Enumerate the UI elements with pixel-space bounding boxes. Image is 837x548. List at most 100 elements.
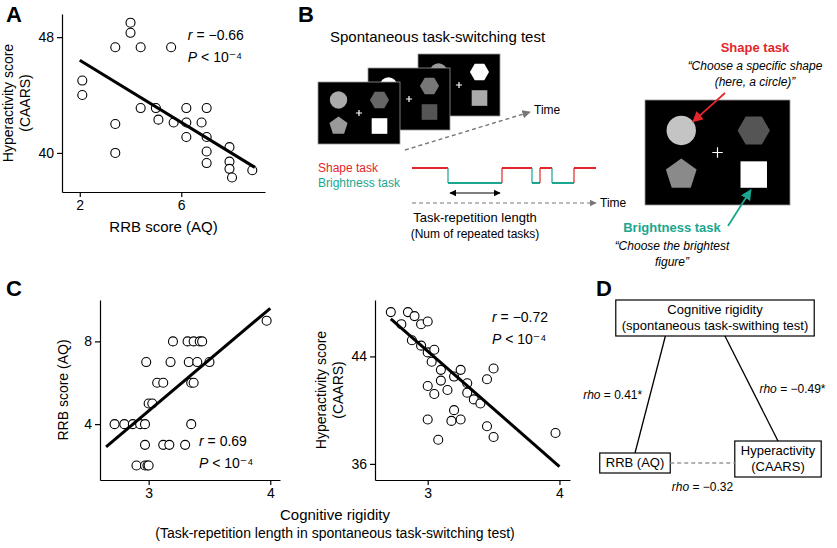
hexagon-shape <box>470 64 489 81</box>
tick-label: 48 <box>38 29 54 45</box>
brightness-task-label: Brightness task <box>318 176 401 190</box>
annotation: P < 10⁻⁴ <box>199 455 253 471</box>
text-part: = −0.72 <box>497 309 549 325</box>
text-part: = −0.49* <box>777 382 826 396</box>
data-point <box>202 147 211 156</box>
edge-label: rho = 0.41* <box>583 388 642 402</box>
data-point <box>126 28 135 37</box>
shape-task-label: Shape task <box>318 161 379 175</box>
task-segment <box>540 167 552 169</box>
diagram-node: Hyperactivity(CAARS) <box>735 441 821 477</box>
data-point <box>111 119 120 128</box>
x-axis-title: RRB score (AQ) <box>109 218 217 235</box>
fit-line <box>391 319 560 467</box>
annotation: P < 10⁻⁴ <box>492 331 546 347</box>
x-axis-line <box>101 480 281 481</box>
data-point <box>482 422 491 431</box>
tick: 4 <box>556 480 564 501</box>
data-point <box>423 415 432 424</box>
node-box <box>600 453 671 473</box>
annotation: r = −0.66 <box>188 27 244 43</box>
task-switching-panel: BSpontaneous task-switching testTimeShap… <box>298 2 823 269</box>
tick-mark <box>370 356 375 357</box>
tick-mark <box>370 464 375 465</box>
data-point <box>144 461 153 470</box>
y-axis-line <box>100 301 101 481</box>
square-shape <box>741 161 767 187</box>
text-part: < 10⁻⁴ <box>501 331 546 347</box>
task-switch <box>447 168 448 183</box>
square-shape <box>372 118 388 134</box>
y-axis-line <box>62 15 63 193</box>
measure-label: Task-repetition length <box>413 210 537 225</box>
shape-task-title: Shape task <box>721 40 790 55</box>
task-segment <box>574 167 596 169</box>
brightness-task-title: Brightness task <box>623 220 721 235</box>
correlation-panel: DCognitive rigidity(spontaneous task-swi… <box>583 276 826 494</box>
time-arrow <box>405 112 530 150</box>
y-axis: 3644 <box>351 301 375 481</box>
data-point <box>141 440 150 449</box>
x-axis-title: (Task-repetition length in spontaneous t… <box>155 525 515 541</box>
x-axis: 34 <box>101 480 281 501</box>
node-label: (CAARS) <box>751 459 804 474</box>
edge-label: rho = −0.32 <box>672 480 734 494</box>
tick-label: 8 <box>84 333 92 349</box>
fixation-cross <box>456 82 462 88</box>
data-point <box>430 390 439 399</box>
brightness-task-arrow <box>728 190 751 226</box>
tick-label: 3 <box>424 485 432 501</box>
data-point <box>423 317 432 326</box>
data-point <box>141 420 150 429</box>
y-axis-title: (CAARS) <box>17 74 33 132</box>
hexagon-shape <box>420 78 439 95</box>
panel-letter: B <box>298 2 314 27</box>
data-point <box>189 378 198 387</box>
square-shape <box>422 104 438 120</box>
edge-label: rho = −0.49* <box>759 382 825 396</box>
data-point <box>228 173 237 182</box>
brightness-instruction: “Choose the brightest <box>615 239 730 253</box>
y-axis: 40 48 <box>38 15 62 193</box>
scatter-panel: 264048r = −0.66P < 10⁻⁴RRB score (AQ)Hyp… <box>0 2 266 235</box>
data-point <box>456 415 465 424</box>
text-part: = 0.41* <box>600 388 642 402</box>
data-point <box>182 104 191 113</box>
node-label: Hyperactivity <box>741 443 816 458</box>
time-label: Time <box>600 196 627 210</box>
tick: 40 <box>38 145 62 161</box>
x-axis: 26 <box>63 192 266 213</box>
diagram-node: RRB (AQ) <box>600 453 671 473</box>
diagram-edge <box>725 336 778 441</box>
y-axis-title: (CAARS) <box>330 361 346 419</box>
plot-area <box>386 308 560 467</box>
data-point <box>489 364 498 373</box>
x-axis-line <box>63 192 266 193</box>
tick-mark <box>57 37 62 38</box>
data-point <box>447 416 456 425</box>
tick: 48 <box>38 29 62 45</box>
annotation: P < 10⁻⁴ <box>188 49 242 65</box>
shape-task-arrow <box>693 93 725 122</box>
tick-mark <box>95 341 100 342</box>
panel-letter: D <box>596 276 612 301</box>
data-point <box>166 358 175 367</box>
annotation: r = −0.72 <box>492 309 548 325</box>
diagram-edge <box>670 462 735 463</box>
text-part: = 0.69 <box>204 433 247 449</box>
diagram-node: Cognitive rigidity(spontaneous task-swit… <box>616 300 814 336</box>
tick: 4 <box>84 416 100 432</box>
data-point <box>78 76 87 85</box>
data-point <box>202 159 211 168</box>
y-axis-title: Hyperactivity score <box>313 331 329 449</box>
data-point <box>167 43 176 52</box>
task-segment <box>412 167 448 169</box>
node-label: Cognitive rigidity <box>667 302 763 317</box>
data-point <box>443 386 452 395</box>
data-point <box>410 312 419 321</box>
data-point <box>154 115 163 124</box>
tick: 6 <box>178 192 186 213</box>
tick: 8 <box>84 333 100 349</box>
fixation-cross <box>356 110 362 116</box>
scatter-panel: 3 4 3644 r = −0.72 P < 10⁻⁴ Hyperactivity sco… <box>313 301 571 501</box>
